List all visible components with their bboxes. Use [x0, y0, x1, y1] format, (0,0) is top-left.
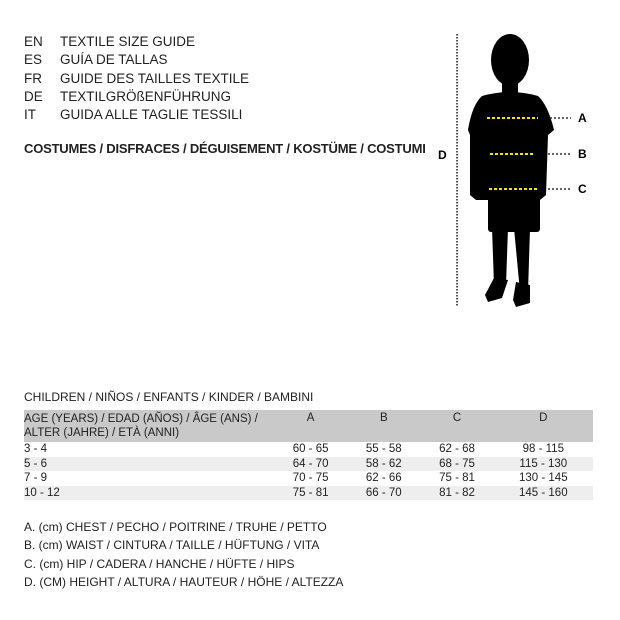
- lang-code: ES: [24, 52, 43, 68]
- table-cell: 75 - 81: [439, 472, 475, 484]
- header-age: AGE (YEARS) / EDAD (AÑOS) / ÂGE (ANS) / …: [24, 410, 274, 442]
- legend-item: D. (CM) HEIGHT / ALTURA / HAUTEUR / HÖHE…: [24, 575, 344, 590]
- label-c: C: [578, 182, 587, 196]
- label-a: A: [578, 111, 587, 125]
- lang-title: GUIDA ALLE TAGLIE TESSILI: [60, 107, 243, 123]
- language-titles: EN TEXTILE SIZE GUIDE ES GUÍA DE TALLAS FR…: [24, 33, 249, 124]
- table-cell: 145 - 160: [493, 485, 593, 500]
- header-c: C: [420, 410, 494, 442]
- table-cell: 81 - 82: [420, 485, 494, 500]
- child-silhouette-diagram: D A B C: [438, 34, 587, 307]
- costumes-heading: COSTUMES / DISFRACES / DÉGUISEMENT / KOS…: [24, 141, 426, 156]
- table-row: 3 - 4 60 - 65 55 - 58 62 - 68 98 - 115: [24, 442, 593, 457]
- legend-item: C. (cm) HIP / CADERA / HANCHE / HÜFTE / …: [24, 556, 295, 571]
- table-cell: 55 - 58: [365, 443, 402, 455]
- measurement-legend: A. (cm) CHEST / PECHO / POITRINE / TRUHE…: [24, 518, 343, 592]
- header-a: A: [274, 410, 348, 442]
- table-cell: 70 - 75: [292, 472, 329, 484]
- lang-title: TEXTILGRÖßENFÜHRUNG: [60, 88, 232, 104]
- children-heading: CHILDREN / NIÑOS / ENFANTS / KINDER / BA…: [24, 390, 314, 404]
- table-cell: 75 - 81: [274, 485, 348, 500]
- table-cell: 62 - 66: [365, 472, 402, 484]
- lang-code: EN: [24, 34, 43, 49]
- table-cell: 98 - 115: [522, 443, 564, 455]
- table-cell: 3 - 4: [24, 443, 48, 455]
- table-cell: 62 - 68: [439, 443, 475, 455]
- size-table: AGE (YEARS) / EDAD (AÑOS) / ÂGE (ANS) / …: [24, 410, 593, 500]
- lang-code: FR: [24, 70, 42, 86]
- table-cell: 60 - 65: [292, 443, 329, 455]
- header-b: B: [347, 410, 421, 442]
- table-cell: 58 - 62: [347, 456, 421, 471]
- legend-item: A. (cm) CHEST / PECHO / POITRINE / TRUHE…: [24, 520, 327, 534]
- table-cell: 10 - 12: [24, 485, 274, 500]
- header-d: D: [493, 410, 593, 442]
- lang-title: GUIDE DES TAILLES TEXTILE: [60, 70, 250, 86]
- table-cell: 68 - 75: [420, 456, 494, 471]
- child-silhouette: [468, 34, 554, 307]
- lang-code: DE: [24, 88, 43, 104]
- table-cell: 66 - 70: [347, 485, 421, 500]
- table-cell: 115 - 130: [493, 456, 593, 471]
- table-row: 10 - 12 75 - 81 66 - 70 81 - 82 145 - 160: [24, 485, 593, 500]
- table-row: 5 - 6 64 - 70 58 - 62 68 - 75 115 - 130: [24, 456, 593, 471]
- table-cell: 64 - 70: [274, 456, 348, 471]
- lang-code: IT: [24, 107, 36, 123]
- table-row: 7 - 9 70 - 75 62 - 66 75 - 81 130 - 145: [24, 471, 593, 486]
- label-b: B: [578, 147, 587, 161]
- lang-title: TEXTILE SIZE GUIDE: [60, 34, 196, 49]
- table-cell: 5 - 6: [24, 456, 274, 471]
- table-cell: 130 - 145: [519, 472, 568, 484]
- legend-item: B. (cm) WAIST / CINTURA / TAILLE / HÜFTU…: [24, 538, 320, 553]
- label-d: D: [438, 148, 447, 162]
- lang-title: GUÍA DE TALLAS: [60, 52, 168, 68]
- table-cell: 7 - 9: [24, 472, 48, 484]
